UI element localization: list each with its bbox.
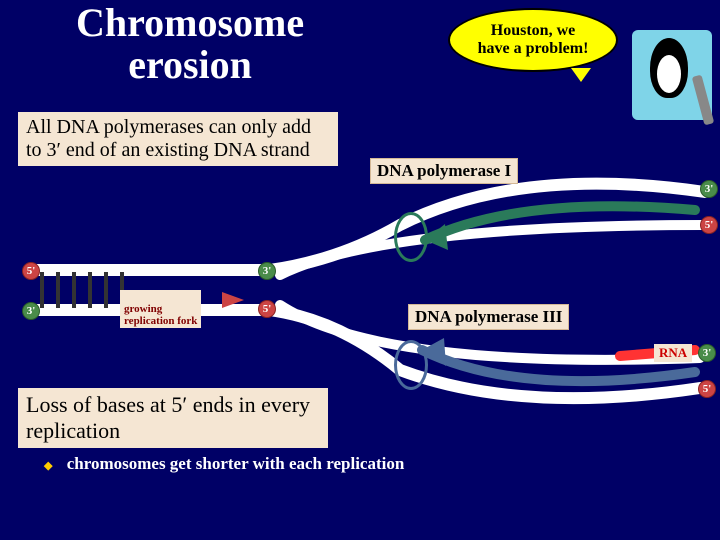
title-line1: Chromosome <box>76 0 304 45</box>
arrow-top-head <box>425 224 448 250</box>
marker-3prime-6: 3' <box>698 344 716 362</box>
loss-text: Loss of bases at 5′ ends in every replic… <box>26 392 310 443</box>
marker-5prime-0: 5' <box>22 262 40 280</box>
bullet-shorter: chromosomes get shorter with each replic… <box>44 454 404 474</box>
fork-arrow-icon <box>222 292 244 308</box>
marker-3prime-1: 3' <box>22 302 40 320</box>
intro-textbox: All DNA polymerases can only add to 3′ e… <box>18 112 338 166</box>
marker-3prime-4: 3' <box>700 180 718 198</box>
marker-3prime-2: 3' <box>258 262 276 280</box>
penguin-icon <box>632 30 712 120</box>
enzyme-pol1 <box>394 212 428 262</box>
wrench-icon <box>692 75 715 126</box>
strand-top-inner <box>280 225 705 275</box>
marker-5prime-5: 5' <box>700 216 718 234</box>
enzyme-pol3 <box>394 340 428 390</box>
strand-top <box>30 184 705 270</box>
title-line2: erosion <box>128 42 252 87</box>
marker-5prime-7: 5' <box>698 380 716 398</box>
label-pol3: DNA polymerase III <box>408 304 569 330</box>
label-fork: growing replication fork <box>120 290 201 328</box>
page-title: Chromosome erosion <box>76 2 304 86</box>
marker-5prime-3: 5' <box>258 300 276 318</box>
arrow-top <box>425 206 695 240</box>
speech-bubble: Houston, we have a problem! <box>448 8 618 72</box>
intro-text: All DNA polymerases can only add to 3′ e… <box>26 116 311 161</box>
bubble-text: Houston, we have a problem! <box>478 22 589 57</box>
loss-textbox: Loss of bases at 5′ ends in every replic… <box>18 388 328 448</box>
helix-rungs <box>42 272 122 308</box>
label-rna: RNA <box>654 344 692 362</box>
label-pol1: DNA polymerase I <box>370 158 518 184</box>
